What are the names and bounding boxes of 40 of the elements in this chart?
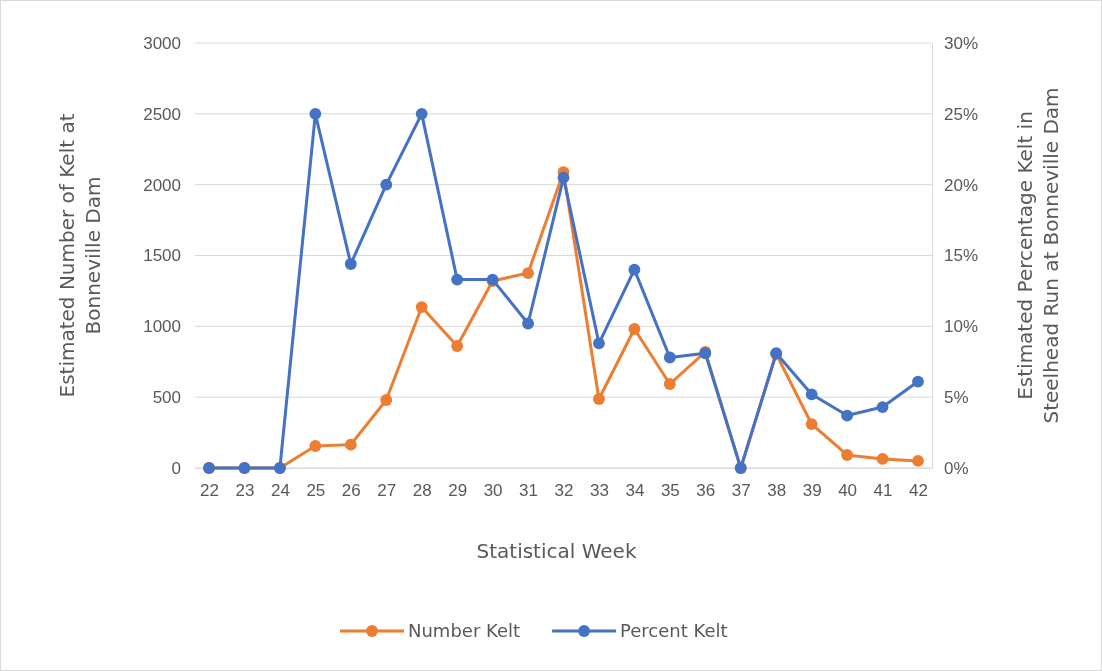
x-tick-label: 22 — [200, 481, 219, 501]
x-tick-label: 41 — [873, 481, 893, 501]
x-tick-label: 29 — [448, 481, 468, 501]
y2-tick-label: 30% — [944, 33, 979, 53]
x-tick-label: 27 — [377, 481, 397, 501]
x-tick-label: 36 — [696, 481, 716, 501]
x-tick-label: 32 — [554, 481, 574, 501]
y-tick-label: 2000 — [143, 175, 181, 195]
y2-tick-label: 25% — [944, 104, 979, 124]
x-tick-label: 35 — [660, 481, 680, 501]
x-tick-label: 37 — [731, 481, 751, 501]
y-tick-label: 2500 — [143, 104, 181, 124]
y-tick-label: 0 — [171, 458, 181, 478]
x-tick-label: 26 — [341, 481, 361, 501]
x-tick-label: 30 — [483, 481, 503, 501]
legend-label: Percent Kelt — [620, 620, 728, 641]
y-tick-label: 1000 — [143, 317, 181, 337]
y2-tick-label: 5% — [944, 388, 969, 408]
y2-axis-title: Estimated Percentage Kelt in Steelhead Run at Bonneville Dam — [1013, 87, 1063, 424]
x-tick-label: 34 — [625, 481, 645, 501]
x-tick-label: 25 — [306, 481, 326, 501]
y2-tick-label: 10% — [944, 317, 979, 337]
x-tick-label: 42 — [909, 481, 928, 501]
x-tick-label: 40 — [838, 481, 858, 501]
y-tick-label: 1500 — [143, 246, 181, 266]
x-tick-label: 39 — [802, 481, 822, 501]
x-axis-title: Statistical Week — [476, 539, 637, 563]
y-tick-label: 500 — [152, 388, 181, 408]
y-axis-title: Estimated Number of Kelt at Bonneville Dam — [55, 113, 105, 398]
x-tick-label: 23 — [235, 481, 255, 501]
x-tick-label: 33 — [589, 481, 609, 501]
x-tick-label: 24 — [270, 481, 290, 501]
legend-label: Number Kelt — [408, 620, 521, 641]
y-tick-label: 3000 — [143, 33, 181, 53]
y2-tick-label: 15% — [944, 246, 979, 266]
y2-tick-label: 0% — [944, 458, 969, 478]
y2-tick-label: 20% — [944, 175, 979, 195]
x-tick-label: 28 — [412, 481, 432, 501]
x-tick-label: 38 — [767, 481, 787, 501]
x-tick-label: 31 — [519, 481, 539, 501]
